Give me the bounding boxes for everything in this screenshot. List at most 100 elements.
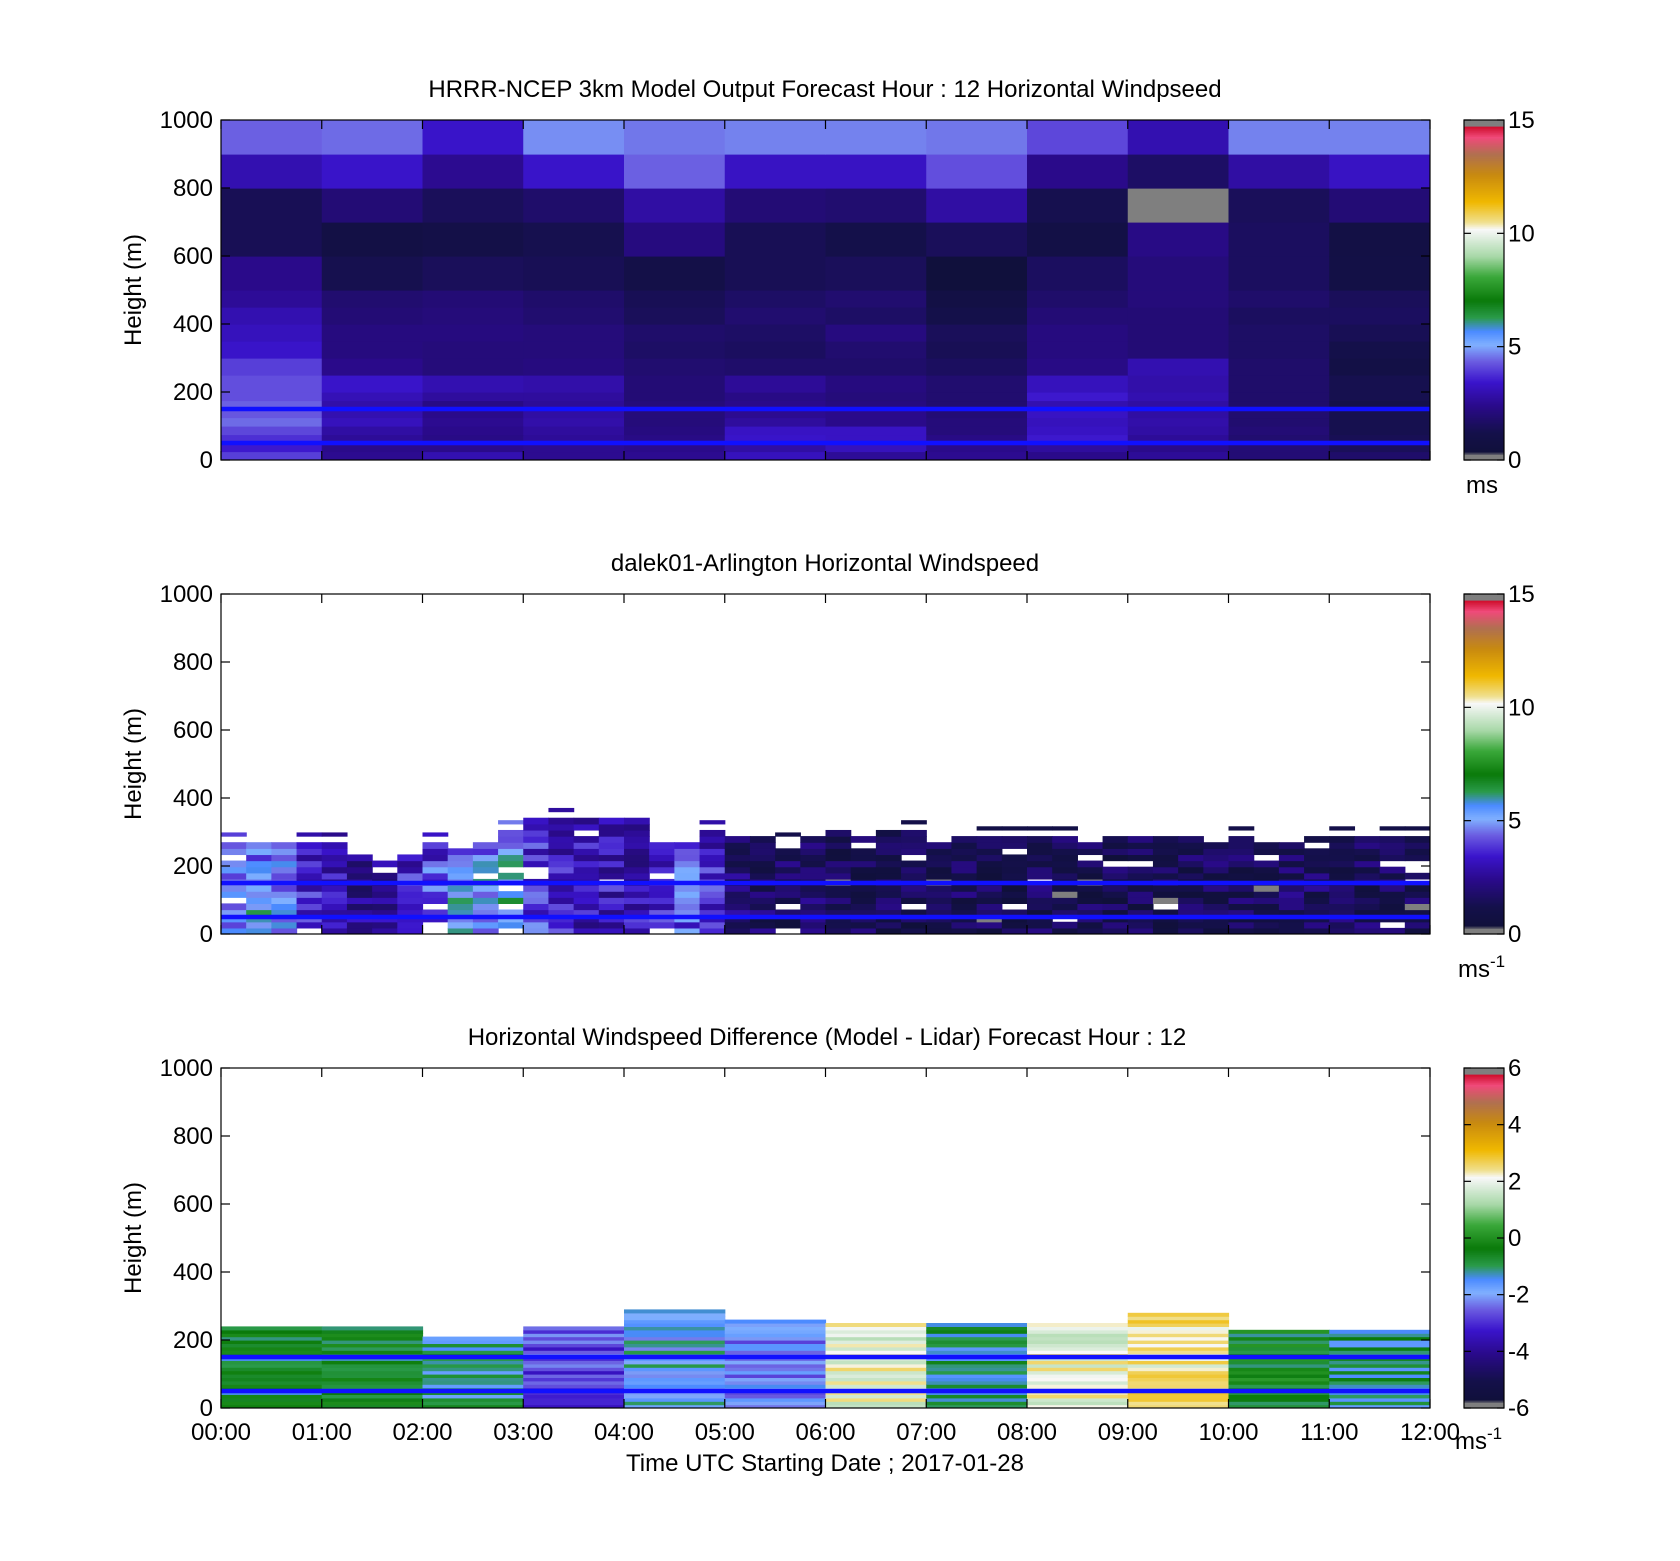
colorbar-swatch xyxy=(1464,648,1504,651)
heatmap-cell xyxy=(548,854,575,862)
colorbar-tick-label: -2 xyxy=(1508,1282,1529,1309)
heatmap-cell xyxy=(1127,417,1230,427)
heatmap-cell xyxy=(548,848,575,856)
heatmap-cell xyxy=(1027,417,1129,427)
heatmap-cell xyxy=(1329,417,1430,427)
y-tick-label: 600 xyxy=(173,717,213,744)
heatmap-cell xyxy=(926,1346,1028,1351)
heatmap-cell xyxy=(1127,1329,1230,1334)
y-tick-label: 0 xyxy=(200,1395,213,1422)
heatmap-cell xyxy=(1027,434,1129,444)
heatmap-cell xyxy=(221,222,323,257)
heatmap-cell xyxy=(800,860,827,868)
colorbar-swatch xyxy=(1464,914,1504,917)
heatmap-cell xyxy=(624,1374,726,1378)
colorbar-swatch xyxy=(1464,1178,1504,1181)
colorbar-swatch xyxy=(1464,1256,1504,1259)
heatmap-cell xyxy=(624,290,726,308)
colorbar-swatch xyxy=(1464,602,1504,605)
heatmap-cell xyxy=(1027,1367,1129,1372)
colorbar-swatch xyxy=(1464,244,1504,247)
heatmap-cell xyxy=(1228,120,1330,155)
heatmap-cell xyxy=(1077,842,1104,849)
heatmap-cell xyxy=(775,891,801,898)
heatmap-cell xyxy=(624,860,650,868)
heatmap-cell xyxy=(1329,885,1356,892)
heatmap-cell xyxy=(926,1404,1028,1408)
heatmap-cell xyxy=(624,1312,726,1317)
heatmap-cell xyxy=(523,927,550,934)
heatmap-cell xyxy=(1127,222,1230,257)
heatmap-cell xyxy=(1329,307,1430,325)
heatmap-cell xyxy=(1228,443,1330,453)
heatmap-cell xyxy=(498,909,524,917)
heatmap-cell xyxy=(875,836,902,843)
colorbar-swatch xyxy=(1464,656,1504,659)
x-tick-label: 01:00 xyxy=(292,1419,352,1446)
heatmap-cell xyxy=(321,324,424,342)
heatmap-cell xyxy=(422,400,524,410)
heatmap-cell xyxy=(749,860,776,868)
heatmap-cell xyxy=(699,836,726,843)
heatmap-cell xyxy=(422,290,524,308)
heatmap-cell xyxy=(724,836,751,843)
heatmap-cell xyxy=(1329,451,1430,460)
colorbar-swatch xyxy=(1464,1358,1504,1361)
heatmap-cell xyxy=(1253,903,1280,911)
heatmap-cell xyxy=(1027,290,1129,308)
heatmap-cell xyxy=(875,921,902,929)
heatmap-cell xyxy=(624,1350,726,1355)
colorbar-swatch xyxy=(1464,724,1504,727)
colorbar-swatch xyxy=(1464,120,1504,123)
colorbar-swatch xyxy=(1464,1238,1504,1241)
heatmap-cell xyxy=(825,1394,927,1399)
heatmap-cell xyxy=(372,897,398,904)
colorbar-swatch xyxy=(1464,754,1504,757)
heatmap-cell xyxy=(1228,417,1330,427)
colorbar-swatch xyxy=(1464,710,1504,713)
colorbar-swatch xyxy=(1464,722,1504,725)
colorbar-swatch xyxy=(1464,1362,1504,1365)
heatmap-cell xyxy=(1329,1333,1430,1338)
colorbar-swatch xyxy=(1464,786,1504,789)
colorbar-swatch xyxy=(1464,654,1504,657)
heatmap-cell xyxy=(624,341,726,359)
colorbar-swatch xyxy=(1464,692,1504,695)
heatmap-cell xyxy=(321,1340,424,1344)
colorbar-swatch xyxy=(1464,304,1504,307)
heatmap-cell xyxy=(649,860,675,868)
colorbar-swatch xyxy=(1464,930,1504,933)
colorbar-swatch xyxy=(1464,1068,1504,1071)
heatmap-cell xyxy=(1052,836,1078,843)
colorbar-swatch xyxy=(1464,1334,1504,1337)
heatmap-cell xyxy=(1027,1384,1129,1389)
heatmap-cell xyxy=(1203,927,1230,934)
y-tick-label: 800 xyxy=(173,175,213,202)
heatmap-cell xyxy=(976,854,1003,862)
colorbar-swatch xyxy=(1464,428,1504,431)
reference-lines xyxy=(221,406,1430,446)
heatmap-cell xyxy=(724,1374,827,1378)
y-tick-labels: 0 200 400 600 800 1000 xyxy=(160,1055,213,1422)
colorbar-swatch xyxy=(1464,1088,1504,1091)
colorbar-swatch xyxy=(1464,422,1504,425)
colorbar-swatch xyxy=(1464,166,1504,169)
heatmap-cell xyxy=(825,222,927,257)
colorbar-swatch xyxy=(1464,910,1504,913)
colorbar-swatch xyxy=(1464,1214,1504,1217)
heatmap-cell xyxy=(749,903,776,911)
colorbar-swatch xyxy=(1464,136,1504,139)
colorbar-unit: ms-1 xyxy=(1458,952,1505,983)
heatmap-cell xyxy=(649,866,675,874)
heatmap-cell xyxy=(1127,1367,1230,1372)
heatmap-cell xyxy=(523,1377,625,1382)
colorbar-swatch xyxy=(1464,1106,1504,1109)
heatmap-cell xyxy=(1329,409,1430,419)
colorbar-swatch xyxy=(1464,1264,1504,1267)
heatmap-cell xyxy=(271,885,298,892)
heatmap-cell xyxy=(1027,1370,1129,1375)
colorbar-swatch xyxy=(1464,1154,1504,1157)
colorbar-swatch xyxy=(1464,126,1504,129)
heatmap-cell xyxy=(523,860,550,868)
